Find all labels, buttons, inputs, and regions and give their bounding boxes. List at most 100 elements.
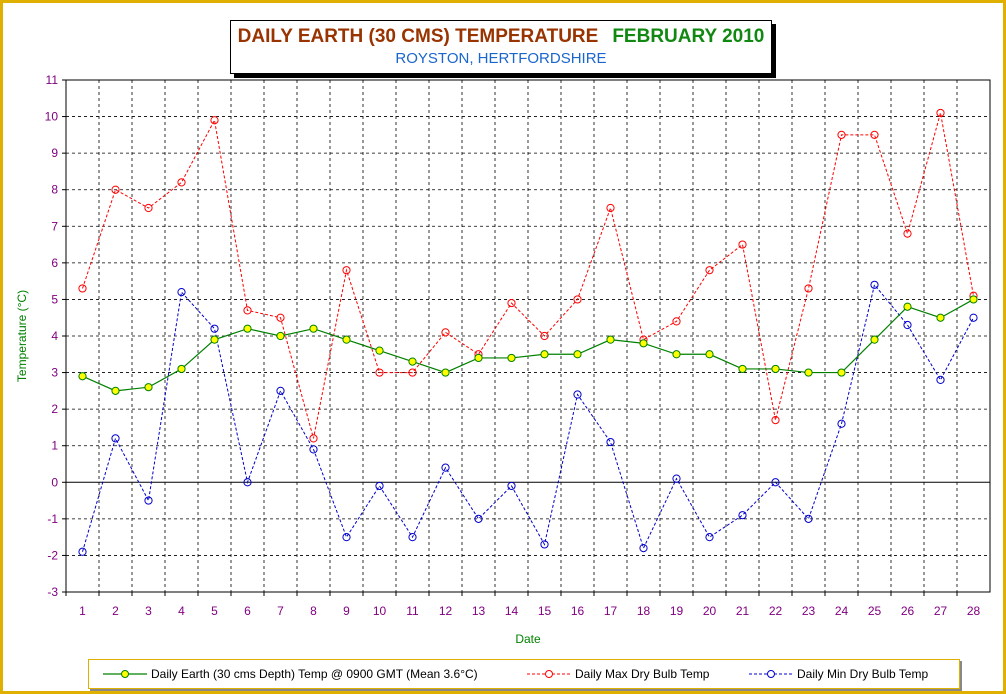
x-tick-label: 22 <box>769 604 783 618</box>
data-point-s1-1 <box>78 284 87 293</box>
y-tick-label: 5 <box>51 292 58 306</box>
x-tick-label: 18 <box>637 604 651 618</box>
data-point-s2-11 <box>408 533 417 542</box>
data-point-s0-10 <box>375 346 384 355</box>
data-point-s0-3 <box>144 383 153 392</box>
x-tick-label: 7 <box>277 604 284 618</box>
data-point-s0-24 <box>837 368 846 377</box>
data-point-s2-17 <box>606 437 615 447</box>
data-point-s1-3 <box>144 203 153 213</box>
data-point-s0-25 <box>870 335 879 344</box>
y-tick-label: -1 <box>47 512 58 526</box>
data-point-s2-8 <box>309 445 318 454</box>
data-point-s2-24 <box>837 419 846 428</box>
data-point-s0-6 <box>243 324 252 333</box>
data-point-s0-27 <box>936 313 945 322</box>
data-point-s1-15 <box>540 331 549 341</box>
data-point-s0-22 <box>771 364 780 374</box>
data-point-s1-24 <box>837 130 846 139</box>
data-point-s0-20 <box>705 350 714 359</box>
data-point-s2-16 <box>573 390 582 399</box>
data-point-s2-19 <box>672 474 681 483</box>
legend-item-min: Daily Min Dry Bulb Temp <box>749 660 928 688</box>
data-point-s1-22 <box>771 416 780 425</box>
y-tick-label: -2 <box>47 548 58 562</box>
y-tick-label: 0 <box>51 475 58 489</box>
x-tick-label: 5 <box>211 604 218 618</box>
data-point-s2-2 <box>111 434 120 443</box>
x-tick-label: 25 <box>868 604 882 618</box>
data-point-s2-14 <box>507 481 516 491</box>
data-point-s0-26 <box>903 302 912 311</box>
legend-label-max: Daily Max Dry Bulb Temp <box>575 667 710 681</box>
data-point-s0-13 <box>474 353 483 363</box>
x-tick-label: 28 <box>967 604 981 618</box>
data-point-s0-14 <box>507 353 516 363</box>
data-point-s0-17 <box>606 335 615 344</box>
y-tick-label: 3 <box>51 366 58 380</box>
x-tick-label: 8 <box>310 604 317 618</box>
data-point-s0-19 <box>672 350 681 359</box>
y-tick-label: 6 <box>51 256 58 270</box>
series-line-0 <box>82 298 974 392</box>
data-point-s2-12 <box>441 463 450 472</box>
x-tick-label: 21 <box>736 604 750 618</box>
data-point-s0-5 <box>210 335 219 344</box>
legend-label-earth: Daily Earth (30 cms Depth) Temp @ 0900 G… <box>151 667 478 681</box>
y-tick-label: 9 <box>51 146 58 160</box>
chart-title-box: DAILY EARTH (30 CMS) TEMPERATURE FEBRUARY… <box>230 20 772 74</box>
chart-subtitle: ROYSTON, HERTFORDSHIRE <box>395 50 607 67</box>
data-point-s0-21 <box>738 364 747 374</box>
legend-item-earth: Daily Earth (30 cms Depth) Temp @ 0900 G… <box>103 660 478 688</box>
data-point-s2-20 <box>705 533 714 542</box>
y-tick-label: 7 <box>51 219 58 233</box>
x-tick-label: 20 <box>703 604 717 618</box>
data-point-s0-1 <box>78 372 87 381</box>
data-point-s2-28 <box>969 313 978 322</box>
x-axis-label: Date <box>515 632 541 646</box>
data-point-s2-22 <box>771 478 780 487</box>
series-line-1 <box>82 112 974 439</box>
x-tick-label: 19 <box>670 604 684 618</box>
x-tick-label: 1 <box>79 604 86 618</box>
data-point-s1-14 <box>507 298 516 308</box>
y-tick-label: 4 <box>51 329 58 343</box>
data-point-s0-12 <box>441 368 450 377</box>
x-tick-label: 6 <box>244 604 251 618</box>
data-point-s0-2 <box>111 386 120 395</box>
data-point-s1-9 <box>342 266 351 275</box>
x-tick-label: 9 <box>343 604 350 618</box>
x-tick-label: 17 <box>604 604 618 618</box>
data-point-s1-16 <box>573 295 582 304</box>
chart-title-main: DAILY EARTH (30 CMS) TEMPERATURE <box>237 26 599 47</box>
y-tick-label: -3 <box>47 585 58 599</box>
data-point-s1-17 <box>606 203 615 213</box>
data-point-s2-21 <box>738 511 747 520</box>
legend-swatch-earth <box>103 670 147 678</box>
legend-label-min: Daily Min Dry Bulb Temp <box>797 667 929 681</box>
data-point-s0-28 <box>969 295 978 304</box>
data-point-s1-21 <box>738 240 747 249</box>
data-point-s0-8 <box>309 324 318 333</box>
y-axis-label: Temperature (°C) <box>15 290 29 382</box>
data-point-s2-7 <box>276 386 285 395</box>
data-point-s1-6 <box>243 306 252 315</box>
legend-item-max: Daily Max Dry Bulb Temp <box>527 660 709 688</box>
data-point-s1-19 <box>672 317 681 326</box>
data-point-s0-23 <box>804 368 813 377</box>
data-point-s2-15 <box>540 540 549 549</box>
y-tick-label: 2 <box>51 402 58 416</box>
data-point-s0-15 <box>540 350 549 359</box>
x-tick-label: 13 <box>472 604 486 618</box>
data-point-s1-4 <box>177 178 186 187</box>
data-point-s1-11 <box>408 368 417 377</box>
x-tick-label: 24 <box>835 604 849 618</box>
data-point-s1-10 <box>375 368 384 377</box>
legend-swatch-min <box>749 670 793 678</box>
data-point-s2-23 <box>804 514 813 523</box>
data-point-s1-5 <box>210 116 219 125</box>
x-tick-label: 11 <box>406 604 419 618</box>
x-tick-label: 23 <box>802 604 816 618</box>
data-point-s1-20 <box>705 266 714 275</box>
